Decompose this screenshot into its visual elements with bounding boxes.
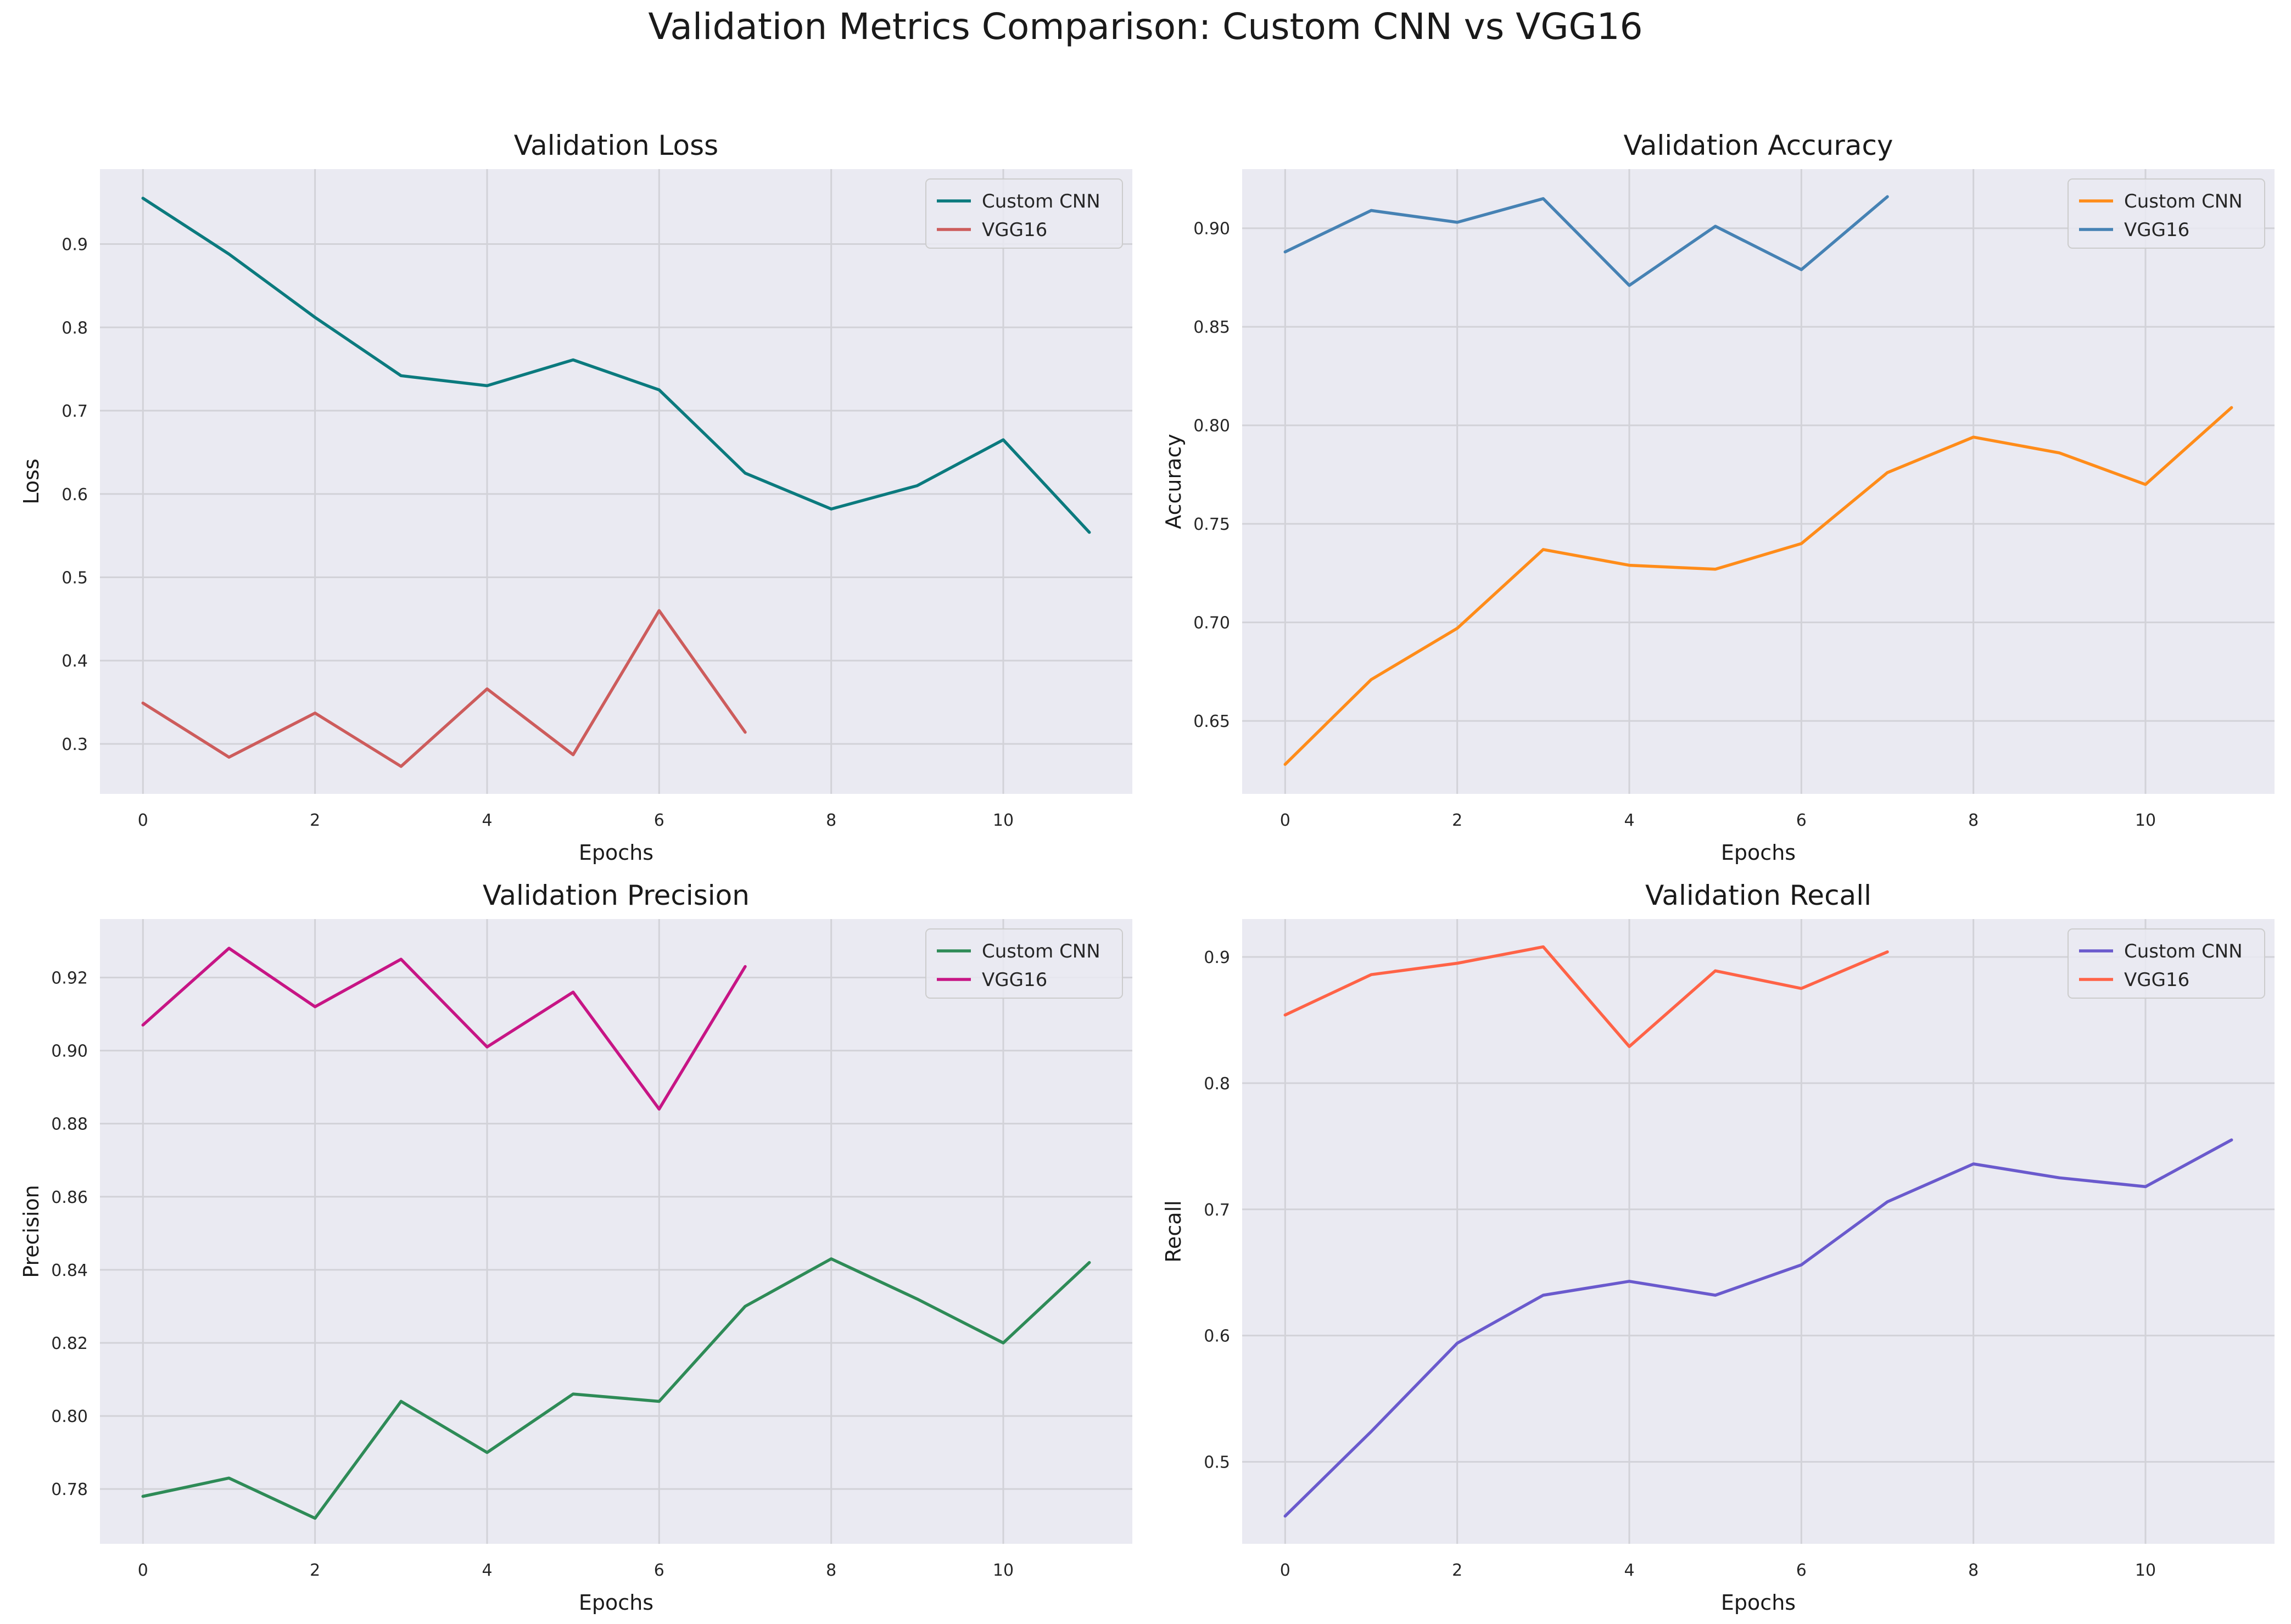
chart-validation-precision-legend-label: VGG16 — [982, 969, 1047, 991]
chart-validation-accuracy-series-custom-cnn — [1283, 406, 2233, 766]
chart-validation-accuracy-xtick-label: 0 — [1280, 811, 1290, 830]
chart-validation-recall-xtick-label: 2 — [1452, 1561, 1462, 1580]
chart-validation-precision-ytick-label: 0.80 — [51, 1407, 88, 1426]
chart-validation-accuracy-xlabel: Epochs — [1721, 841, 1796, 865]
chart-validation-loss: 0 2 4 6 8 10 0.3 0.4 0.5 0.6 0.7 0.8 0.9 Validation L… — [19, 130, 1132, 865]
chart-validation-accuracy-ytick-label: 0.65 — [1193, 712, 1230, 731]
chart-validation-recall-ytick-label: 0.9 — [1204, 948, 1230, 967]
chart-validation-recall-xtick-label: 6 — [1796, 1561, 1807, 1580]
chart-validation-recall-plot-area — [1242, 919, 2275, 1544]
chart-validation-loss-ylabel: Loss — [19, 458, 43, 504]
chart-validation-precision-legend-label: Custom CNN — [982, 940, 1100, 962]
chart-validation-accuracy-xtick-label: 2 — [1452, 811, 1462, 830]
chart-validation-loss-ytick-label: 0.3 — [62, 735, 88, 754]
chart-validation-recall-xtick-label: 4 — [1624, 1561, 1634, 1580]
chart-validation-loss-legend-box — [925, 178, 1123, 249]
chart-validation-loss-xtick-label: 8 — [826, 811, 836, 830]
chart-validation-recall-ytick-label: 0.5 — [1204, 1453, 1230, 1472]
chart-validation-recall-legend-box — [2068, 928, 2265, 999]
chart-validation-precision-ylabel: Precision — [19, 1185, 43, 1278]
chart-validation-loss-ytick-label: 0.5 — [62, 568, 88, 587]
chart-validation-loss-xtick-label: 2 — [310, 811, 320, 830]
chart-validation-loss-ytick-label: 0.4 — [62, 652, 88, 671]
chart-validation-loss-xtick-label: 0 — [138, 811, 148, 830]
chart-validation-loss-series-custom-cnn — [141, 197, 1091, 534]
chart-validation-recall-ylabel: Recall — [1161, 1200, 1186, 1262]
chart-validation-accuracy-title: Validation Accuracy — [1623, 130, 1893, 161]
chart-validation-precision-xtick-label: 10 — [993, 1561, 1014, 1580]
chart-validation-accuracy-plot-area — [1242, 169, 2275, 794]
chart-validation-precision-plot-area — [100, 919, 1132, 1544]
chart-validation-accuracy-legend-box — [2068, 178, 2265, 249]
chart-validation-recall-legend-label: Custom CNN — [2124, 940, 2243, 962]
chart-validation-loss-title: Validation Loss — [514, 130, 718, 161]
chart-validation-recall-ytick-label: 0.7 — [1204, 1201, 1230, 1220]
chart-validation-precision-xtick-label: 0 — [138, 1561, 148, 1580]
chart-validation-accuracy-xtick-label: 8 — [1968, 811, 1979, 830]
chart-validation-loss-xtick-label: 4 — [482, 811, 492, 830]
chart-validation-recall-ytick-label: 0.6 — [1204, 1327, 1230, 1346]
chart-validation-recall-xtick-label: 8 — [1968, 1561, 1979, 1580]
chart-validation-accuracy-ytick-label: 0.80 — [1193, 417, 1230, 436]
chart-validation-accuracy-xtick-label: 4 — [1624, 811, 1634, 830]
chart-validation-precision-xtick-label: 4 — [482, 1561, 492, 1580]
chart-validation-precision-xtick-label: 8 — [826, 1561, 836, 1580]
chart-validation-recall-legend: Custom CNN VGG16 — [2068, 928, 2265, 999]
chart-validation-accuracy-ytick-label: 0.85 — [1193, 318, 1230, 337]
chart-validation-recall-series-vgg16 — [1283, 945, 1889, 1048]
chart-validation-precision-ytick-label: 0.84 — [51, 1261, 88, 1280]
chart-validation-precision-ytick-label: 0.82 — [51, 1334, 88, 1353]
chart-validation-precision: 0 2 4 6 8 10 0.78 0.80 0.82 0.84 0.86 0.88 0.90 0.92 V… — [19, 880, 1132, 1615]
chart-validation-precision-ytick-label: 0.78 — [51, 1480, 88, 1499]
chart-validation-recall-ytick-label: 0.8 — [1204, 1074, 1230, 1094]
chart-validation-accuracy-xtick-label: 6 — [1796, 811, 1807, 830]
chart-validation-accuracy-ytick-label: 0.70 — [1193, 614, 1230, 633]
figure-title: Validation Metrics Comparison: Custom CN… — [648, 5, 1643, 48]
chart-validation-accuracy-xtick-label: 10 — [2135, 811, 2156, 830]
chart-validation-accuracy-ytick-label: 0.75 — [1193, 515, 1230, 534]
chart-validation-recall-xlabel: Epochs — [1721, 1591, 1796, 1615]
chart-validation-loss-legend-label: VGG16 — [982, 219, 1047, 241]
chart-validation-loss-ytick-label: 0.6 — [62, 485, 88, 505]
chart-validation-loss-xlabel: Epochs — [579, 841, 653, 865]
chart-validation-loss-ytick-label: 0.8 — [62, 318, 88, 338]
chart-validation-accuracy-ylabel: Accuracy — [1161, 434, 1186, 529]
chart-validation-recall-legend-label: VGG16 — [2124, 969, 2189, 991]
chart-validation-loss-legend: Custom CNN VGG16 — [925, 178, 1123, 249]
chart-validation-recall-xtick-label: 10 — [2135, 1561, 2156, 1580]
chart-validation-precision-series-vgg16 — [141, 947, 747, 1111]
chart-validation-precision-legend-box — [925, 928, 1123, 999]
chart-validation-precision-ytick-label: 0.90 — [51, 1042, 88, 1061]
chart-validation-precision-legend: Custom CNN VGG16 — [925, 928, 1123, 999]
chart-validation-accuracy: 0 2 4 6 8 10 0.65 0.70 0.75 0.80 0.85 0.90 Validatio… — [1161, 130, 2275, 865]
chart-validation-precision-series-custom-cnn — [141, 1257, 1091, 1520]
chart-validation-precision-title: Validation Precision — [483, 880, 750, 911]
chart-validation-accuracy-legend-label: VGG16 — [2124, 219, 2189, 241]
chart-validation-loss-plot-area — [100, 169, 1132, 794]
chart-validation-accuracy-series-vgg16 — [1283, 195, 1889, 287]
chart-validation-recall-series-custom-cnn — [1283, 1138, 2233, 1518]
chart-validation-loss-series-vgg16 — [141, 609, 747, 768]
chart-validation-precision-xtick-label: 6 — [654, 1561, 664, 1580]
chart-validation-precision-xtick-label: 2 — [310, 1561, 320, 1580]
chart-validation-recall-title: Validation Recall — [1645, 880, 1871, 911]
chart-validation-precision-ytick-label: 0.92 — [51, 968, 88, 988]
chart-validation-loss-ytick-label: 0.9 — [62, 236, 88, 255]
chart-validation-recall-xtick-label: 0 — [1280, 1561, 1290, 1580]
chart-validation-accuracy-legend-label: Custom CNN — [2124, 191, 2243, 212]
chart-validation-precision-ytick-label: 0.88 — [51, 1115, 88, 1134]
chart-validation-precision-xlabel: Epochs — [579, 1591, 653, 1615]
chart-validation-loss-xtick-label: 10 — [993, 811, 1014, 830]
chart-validation-recall: 0 2 4 6 8 10 0.5 0.6 0.7 0.8 0.9 Validation Recall E… — [1161, 880, 2275, 1615]
chart-validation-precision-ytick-label: 0.86 — [51, 1188, 88, 1207]
chart-validation-accuracy-legend: Custom CNN VGG16 — [2068, 178, 2265, 249]
chart-validation-loss-ytick-label: 0.7 — [62, 402, 88, 421]
chart-validation-loss-legend-label: Custom CNN — [982, 191, 1100, 212]
chart-validation-accuracy-ytick-label: 0.90 — [1193, 220, 1230, 239]
chart-validation-loss-xtick-label: 6 — [654, 811, 664, 830]
